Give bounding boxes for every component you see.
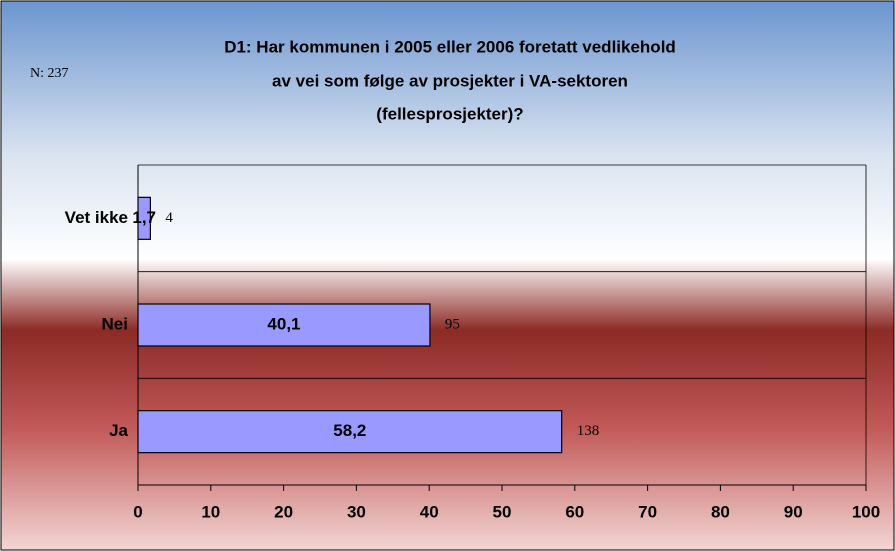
x-tick-label: 50 <box>493 502 512 521</box>
note: N: 237 <box>30 66 69 81</box>
x-tick-label: 40 <box>420 502 439 521</box>
x-tick-label: 90 <box>784 502 803 521</box>
count-label: 138 <box>577 423 600 439</box>
x-tick-label: 60 <box>565 502 584 521</box>
bar <box>137 410 563 454</box>
y-tick-label: Vet ikke <box>65 208 128 227</box>
title-line: (fellesprosjekter)? <box>376 104 523 123</box>
bar <box>137 196 151 240</box>
x-tick-label: 80 <box>711 502 730 521</box>
x-tick-label: 10 <box>201 502 220 521</box>
x-tick-label: 30 <box>347 502 366 521</box>
count-label: 95 <box>445 316 460 332</box>
value-label: 40,1 <box>267 314 300 333</box>
bar <box>137 303 431 347</box>
value-label: 58,2 <box>333 421 366 440</box>
x-tick-label: 100 <box>852 502 880 521</box>
count-label: 4 <box>165 210 173 226</box>
title-line: av vei som følge av prosjekter i VA-sekt… <box>272 71 628 90</box>
y-tick-label: Nei <box>102 314 128 333</box>
x-tick-label: 20 <box>274 502 293 521</box>
y-tick-label: Ja <box>109 421 128 440</box>
x-tick-label: 0 <box>133 502 142 521</box>
title-line: D1: Har kommunen i 2005 eller 2006 foret… <box>224 37 676 56</box>
x-tick-label: 70 <box>638 502 657 521</box>
value-label: 1,7 <box>132 208 156 227</box>
